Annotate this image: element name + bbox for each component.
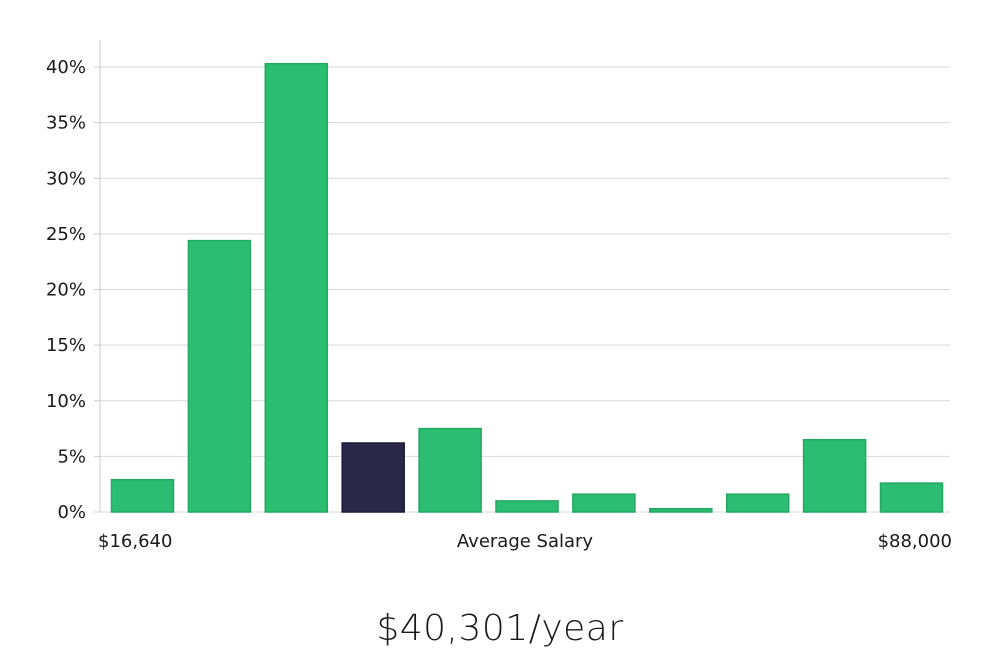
bar-11: [879, 482, 944, 513]
bar-7: [572, 493, 636, 513]
y-tick-label: 25%: [46, 224, 86, 245]
average-salary-value: $40,301/year: [376, 608, 624, 649]
bar-6: [495, 500, 559, 513]
bar-8: [649, 507, 713, 513]
y-tick-label: 5%: [57, 446, 86, 467]
bar-9: [725, 493, 790, 513]
y-tick-label: 0%: [57, 502, 86, 523]
bars: [110, 62, 944, 513]
salary-histogram: 0% 5% 10% 15% 20% 25% 30% 35% 40% $16,640 Averag…: [46, 40, 952, 552]
y-tick-labels: 0% 5% 10% 15% 20% 25% 30% 35% 40%: [46, 57, 86, 523]
bar-5: [418, 427, 482, 513]
y-tick-label: 40%: [46, 57, 86, 78]
bar-10: [802, 438, 867, 513]
x-max-label: $88,000: [878, 531, 952, 552]
bar-3: [264, 62, 329, 513]
y-tick-label: 15%: [46, 335, 86, 356]
x-min-label: $16,640: [98, 531, 172, 552]
y-tick-label: 30%: [46, 168, 86, 189]
bar-2: [187, 239, 252, 513]
y-tick-label: 35%: [46, 113, 86, 134]
y-tick-label: 20%: [46, 280, 86, 301]
bar-highlighted: [341, 442, 405, 513]
bar-1: [110, 478, 175, 513]
x-axis-title: Average Salary: [457, 531, 594, 552]
y-tick-label: 10%: [46, 391, 86, 412]
